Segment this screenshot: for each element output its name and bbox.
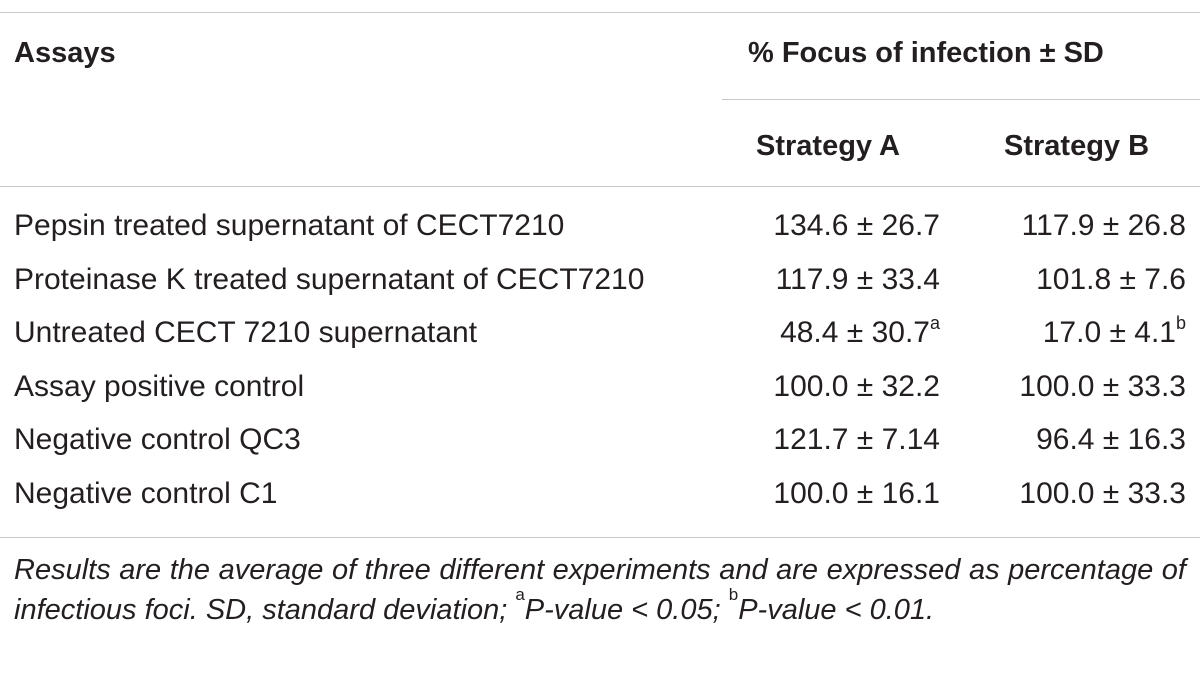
group-header-rule <box>722 99 1200 100</box>
value-text: 117.9 ± 26.8 <box>1021 209 1186 242</box>
top-rule <box>0 12 1200 13</box>
row-strategy-b-value: 96.4 ± 16.3 <box>992 425 1186 455</box>
value-text: 100.0 ± 33.3 <box>1019 477 1186 510</box>
value-text: 101.8 ± 7.6 <box>1036 263 1186 296</box>
value-text: 96.4 ± 16.3 <box>1036 423 1186 456</box>
value-text: 17.0 ± 4.1 <box>1042 316 1176 349</box>
footnote-text: Results are the average of three differe… <box>14 554 1186 626</box>
value-text: 48.4 ± 30.7 <box>780 316 930 349</box>
header-focus-of-infection: % Focus of infection ± SD <box>748 37 1104 69</box>
row-strategy-b-value: 101.8 ± 7.6 <box>992 265 1186 295</box>
row-strategy-a-value: 117.9 ± 33.4 <box>740 265 940 295</box>
significance-marker: b <box>1175 313 1186 333</box>
value-text: 121.7 ± 7.14 <box>773 423 940 456</box>
row-strategy-a-value: 100.0 ± 16.1 <box>740 479 940 509</box>
row-strategy-a-value: 100.0 ± 32.2 <box>740 372 940 402</box>
value-text: 100.0 ± 33.3 <box>1019 370 1186 403</box>
row-assay-label: Untreated CECT 7210 supernatant <box>14 316 478 349</box>
footnote-sup-b: b <box>728 585 739 604</box>
value-text: 117.9 ± 33.4 <box>775 263 940 296</box>
significance-marker: a <box>929 313 940 333</box>
row-assay-label: Negative control QC3 <box>14 423 301 456</box>
value-text: 100.0 ± 32.2 <box>773 370 940 403</box>
footnote-text-b: P-value < 0.01. <box>738 594 935 626</box>
row-assay-label: Assay positive control <box>14 370 305 403</box>
header-strategy-b: Strategy B <box>1004 130 1150 162</box>
header-strategy-a: Strategy A <box>756 130 900 162</box>
row-strategy-a-value: 121.7 ± 7.14 <box>740 425 940 455</box>
row-strategy-a-value: 134.6 ± 26.7 <box>740 211 940 241</box>
value-text: 100.0 ± 16.1 <box>773 477 940 510</box>
row-strategy-b-value: 17.0 ± 4.1b <box>992 314 1186 349</box>
row-assay-label: Negative control C1 <box>14 477 278 510</box>
row-strategy-b-value: 100.0 ± 33.3 <box>992 372 1186 402</box>
row-assay-label: Pepsin treated supernatant of CECT7210 <box>14 209 565 242</box>
table-footnote: Results are the average of three differe… <box>14 550 1186 630</box>
header-assays: Assays <box>14 37 116 69</box>
footnote-sup-a: a <box>515 585 525 604</box>
header-bottom-rule <box>0 186 1200 187</box>
row-strategy-b-value: 117.9 ± 26.8 <box>992 211 1186 241</box>
row-strategy-b-value: 100.0 ± 33.3 <box>992 479 1186 509</box>
row-assay-label: Proteinase K treated supernatant of CECT… <box>14 263 645 296</box>
footnote-text-a: P-value < 0.05; <box>524 594 729 626</box>
row-strategy-a-value: 48.4 ± 30.7a <box>740 314 940 349</box>
value-text: 134.6 ± 26.7 <box>773 209 940 242</box>
table-bottom-rule <box>0 537 1200 538</box>
